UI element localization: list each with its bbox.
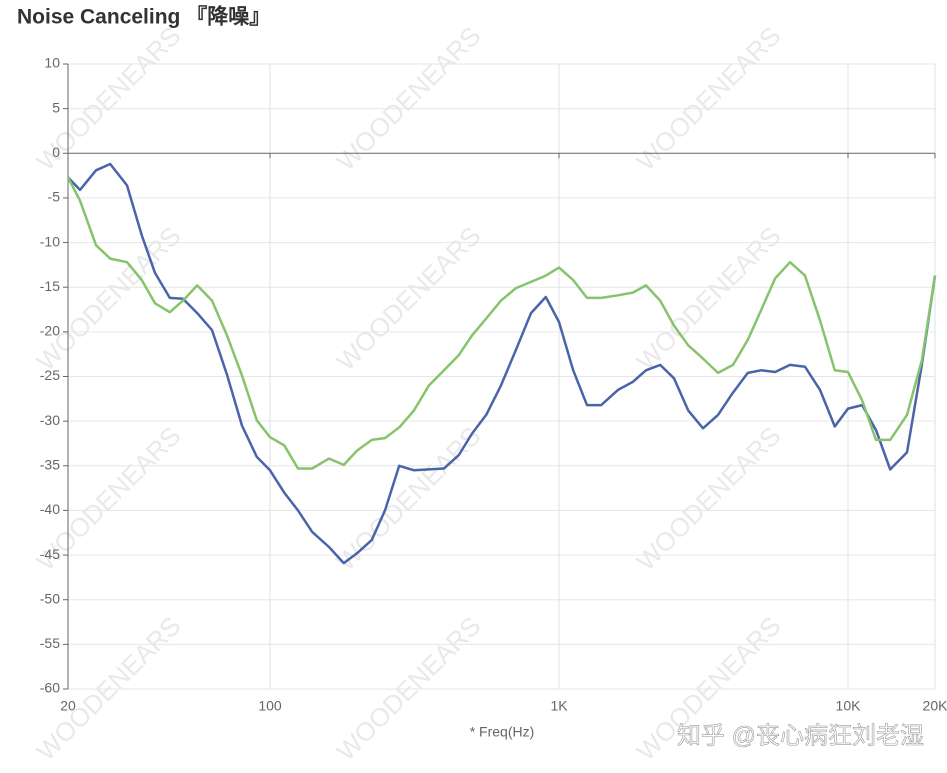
credit: 知乎 @丧心病狂刘老湿 — [677, 722, 924, 749]
y-tick-label: -50 — [40, 590, 60, 606]
y-tick-label: 0 — [52, 144, 60, 160]
y-tick-label: 5 — [52, 99, 60, 115]
x-axis-label: * Freq(Hz) — [470, 724, 535, 740]
y-tick-label: -30 — [40, 412, 60, 428]
y-tick-label: -25 — [40, 367, 60, 383]
y-tick-label: -5 — [48, 189, 61, 205]
x-tick-label: 1K — [550, 698, 568, 714]
x-tick-label: 20 — [60, 698, 76, 714]
y-tick-label: -10 — [40, 233, 60, 249]
x-tick-label: 20K — [923, 698, 947, 714]
watermark: WOODENEARS — [330, 420, 486, 576]
y-tick-label: -35 — [40, 456, 60, 472]
watermark: WOODENEARS — [330, 610, 486, 766]
watermark: WOODENEARS — [630, 220, 786, 376]
watermarks: WOODENEARS WOODENEARS WOODENEARS WOODENEARS… — [30, 20, 786, 766]
series — [66, 162, 937, 565]
watermark: WOODENEARS — [330, 220, 486, 376]
y-tick-label: -45 — [40, 546, 60, 562]
y-tick-label: 10 — [44, 55, 60, 71]
series-line — [67, 162, 937, 565]
y-tick-label: -55 — [40, 635, 60, 651]
series-line — [66, 176, 937, 470]
x-tick-label: 100 — [258, 698, 282, 714]
x-tick-label: 10K — [836, 698, 862, 714]
chart-title: Noise Canceling 『降噪』 — [17, 5, 270, 29]
grid: -60-55-50-45-40-35-30-25-20-15-10-505102… — [40, 55, 947, 714]
y-tick-label: -60 — [40, 680, 60, 696]
y-tick-label: -20 — [40, 323, 60, 339]
y-tick-label: -40 — [40, 501, 60, 517]
y-tick-label: -15 — [40, 278, 60, 294]
watermark: WOODENEARS — [630, 420, 786, 576]
